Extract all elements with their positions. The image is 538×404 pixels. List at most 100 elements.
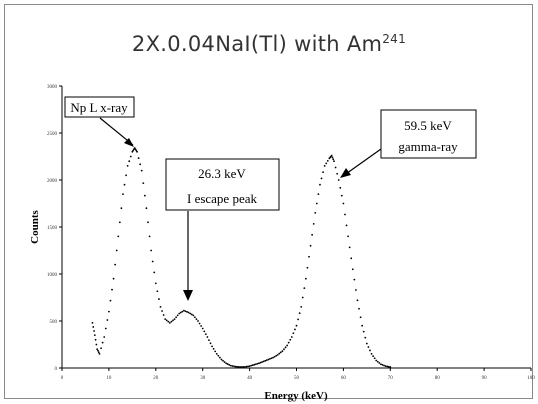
data-point — [153, 271, 156, 274]
data-point — [190, 313, 193, 316]
data-point — [167, 320, 170, 323]
data-point — [376, 360, 379, 363]
data-point — [295, 324, 298, 327]
data-point — [340, 194, 343, 197]
data-point — [126, 165, 129, 167]
data-point — [206, 336, 209, 338]
data-point — [96, 348, 99, 351]
data-point — [122, 193, 124, 196]
x-tick-label: 0 — [61, 376, 64, 381]
arrow-head — [124, 138, 134, 147]
data-point — [359, 316, 362, 319]
data-point — [312, 222, 315, 225]
data-point — [92, 326, 95, 328]
data-point — [356, 299, 359, 302]
data-point — [179, 311, 182, 314]
data-point — [283, 348, 285, 351]
data-point — [350, 257, 353, 260]
chart-title-superscript: 241 — [382, 32, 407, 46]
data-point — [97, 351, 100, 354]
data-point — [164, 318, 167, 321]
data-point — [178, 312, 181, 315]
data-point — [93, 330, 95, 332]
data-point — [242, 366, 245, 368]
data-point — [106, 319, 109, 321]
data-point — [292, 332, 295, 335]
data-point — [247, 365, 249, 368]
data-point — [348, 246, 351, 249]
data-point — [234, 365, 237, 368]
data-point — [269, 358, 271, 360]
data-point — [389, 366, 392, 368]
data-point — [375, 359, 378, 362]
data-point — [187, 311, 190, 314]
data-point — [137, 157, 140, 159]
data-point — [212, 347, 215, 350]
data-point — [208, 339, 210, 342]
data-point — [128, 160, 131, 163]
data-point — [320, 177, 323, 180]
y-tick-label: 2500 — [47, 132, 58, 137]
data-point — [261, 361, 264, 363]
data-point — [319, 183, 321, 186]
data-point — [306, 266, 309, 269]
data-point — [170, 320, 173, 323]
data-point — [286, 344, 289, 347]
data-point — [222, 359, 224, 362]
data-point — [300, 306, 303, 308]
annotation-box — [380, 109, 477, 159]
data-point — [114, 263, 117, 266]
y-tick-label: 500 — [50, 320, 58, 325]
data-point — [304, 277, 307, 280]
data-point — [154, 282, 157, 285]
y-tick-label: 1500 — [47, 226, 58, 231]
ticks: 0 10 20 30 40 50 60 70 80 90 100050010001500200025… — [47, 85, 535, 381]
data-point — [323, 165, 326, 167]
data-point — [168, 321, 171, 324]
data-point — [253, 363, 256, 366]
arrow-head — [340, 168, 351, 178]
data-point — [334, 166, 337, 169]
data-point — [267, 358, 270, 361]
data-point — [95, 343, 98, 346]
data-point — [251, 364, 254, 367]
data-point — [298, 312, 301, 315]
x-tick-label: 80 — [435, 376, 441, 381]
data-point — [148, 235, 151, 238]
data-point — [256, 362, 259, 365]
data-point — [337, 179, 340, 181]
data-point — [162, 314, 165, 316]
data-point — [347, 235, 349, 238]
data-point — [203, 330, 206, 333]
data-point — [204, 333, 207, 336]
data-point — [91, 321, 94, 324]
data-point — [345, 224, 348, 227]
data-point — [104, 327, 107, 330]
data-point — [197, 320, 199, 322]
data-point — [344, 213, 346, 216]
data-point — [364, 336, 367, 339]
data-point — [98, 353, 101, 355]
data-point — [303, 287, 306, 289]
data-point — [315, 202, 318, 205]
data-point — [294, 328, 296, 331]
data-point — [129, 155, 132, 158]
data-point — [217, 354, 220, 357]
data-point — [301, 296, 304, 299]
data-point — [258, 362, 260, 365]
data-point — [244, 365, 246, 368]
data-point — [264, 359, 267, 362]
data-point — [173, 318, 176, 321]
data-point — [330, 154, 333, 157]
data-point — [239, 366, 242, 368]
y-tick-label: 2000 — [47, 179, 58, 184]
chart-title-text: 2X.0.04NaI(Tl) with Am — [131, 32, 383, 56]
data-point — [159, 306, 162, 308]
data-point — [278, 352, 281, 355]
annotation-arrow — [342, 148, 382, 177]
data-point — [192, 314, 195, 317]
data-point — [112, 277, 115, 280]
data-point — [342, 202, 345, 205]
data-point — [386, 365, 389, 368]
